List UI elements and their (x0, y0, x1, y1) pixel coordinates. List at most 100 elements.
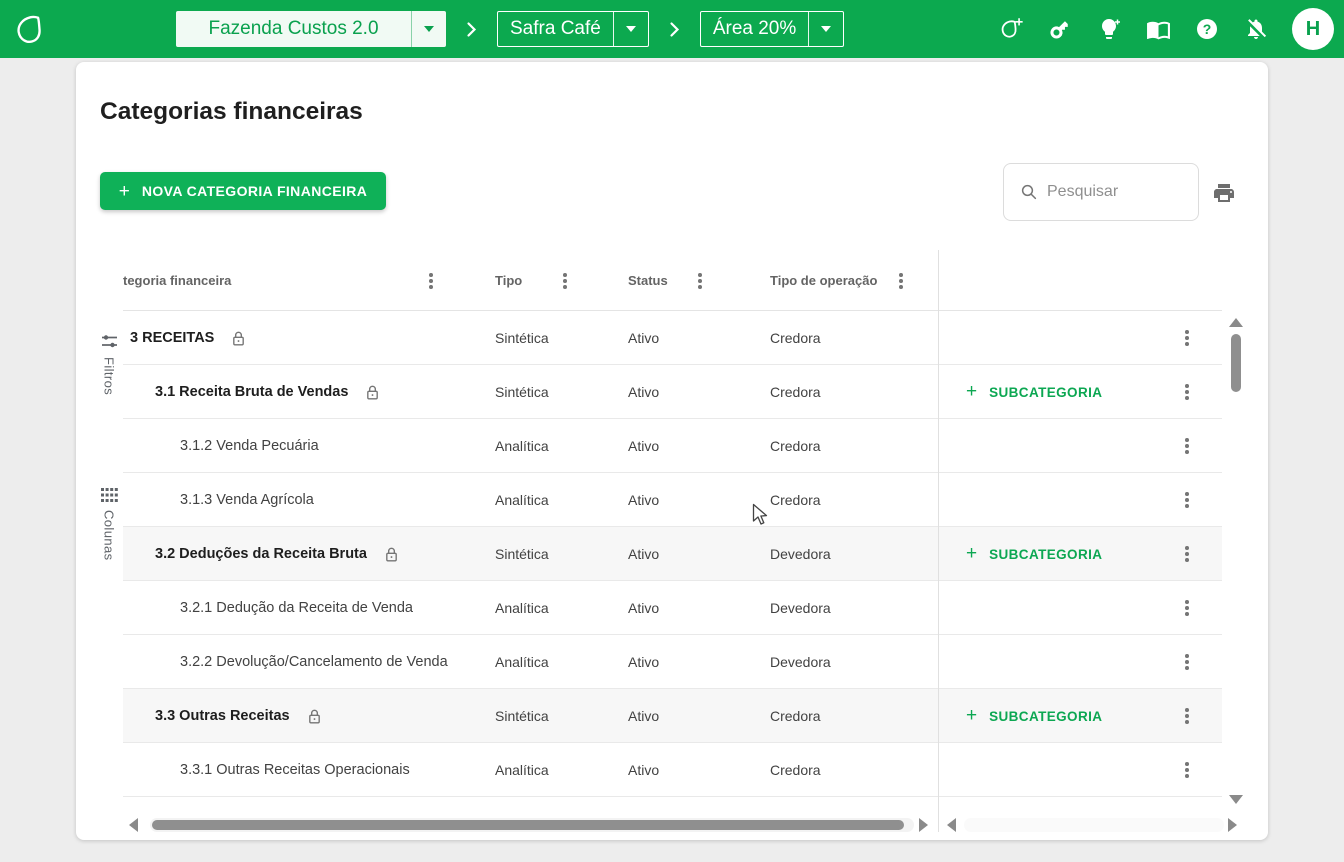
status-value: Ativo (628, 438, 660, 454)
lock-icon (233, 331, 245, 345)
season-selector-label: Safra Café (510, 18, 601, 39)
columns-grid-icon (100, 488, 118, 502)
scroll-right-arrow[interactable] (1228, 818, 1237, 832)
user-avatar[interactable]: H (1292, 8, 1334, 50)
horizontal-scrollbar-thumb[interactable] (152, 820, 904, 830)
operacao-value: Credora (770, 330, 821, 346)
status-cell: Ativo (628, 311, 659, 365)
row-menu-kebab-icon[interactable] (1179, 380, 1195, 404)
row-menu-kebab-icon[interactable] (1179, 542, 1195, 566)
area-selector-label: Área 20% (712, 18, 797, 39)
scroll-down-arrow[interactable] (1229, 795, 1243, 804)
notifications-off-icon[interactable] (1243, 16, 1269, 42)
category-name-cell: 3.1 Receita Bruta de Vendas (155, 365, 380, 419)
book-icon[interactable] (1145, 16, 1171, 42)
add-subcategory-button[interactable]: + SUBCATEGORIA (966, 527, 1102, 581)
row-menu-kebab-icon[interactable] (1179, 758, 1195, 782)
status-cell: Ativo (628, 527, 659, 581)
status-cell: Ativo (628, 689, 659, 743)
operacao-value: Credora (770, 762, 821, 778)
table-row: 3.2 Deduções da Receita Bruta Sintética At… (123, 527, 1222, 581)
aegro-logo[interactable] (14, 14, 44, 44)
printer-icon (1214, 184, 1234, 202)
category-label: 3.3 Outras Receitas (155, 708, 290, 724)
search-input[interactable] (1047, 183, 1167, 201)
category-name-cell: 3.2.1 Dedução da Receita de Venda (180, 581, 413, 635)
scroll-right-arrow[interactable] (919, 818, 928, 832)
tipo-cell: Sintética (495, 527, 549, 581)
operacao-value: Credora (770, 384, 821, 400)
lightbulb-icon[interactable] (1096, 16, 1122, 42)
row-menu-kebab-icon[interactable] (1179, 650, 1195, 674)
column-menu-kebab-icon[interactable] (423, 269, 439, 293)
column-menu-kebab-icon[interactable] (557, 269, 573, 293)
add-account-icon[interactable] (998, 16, 1024, 42)
lock-icon (367, 385, 379, 399)
table-row: 3.1.3 Venda Agrícola Analítica Ativo Credor… (123, 473, 1222, 527)
status-cell: Ativo (628, 419, 659, 473)
row-menu-kebab-icon[interactable] (1179, 488, 1195, 512)
actions-column-divider (938, 250, 939, 832)
scroll-left-arrow[interactable] (947, 818, 956, 832)
add-subcategory-button[interactable]: + SUBCATEGORIA (966, 689, 1102, 743)
operacao-cell: Devedora (770, 527, 831, 581)
filters-rail-toggle[interactable]: Filtros (92, 334, 126, 395)
category-label: 3 RECEITAS (130, 330, 215, 346)
farm-selector-dropdown[interactable]: Fazenda Custos 2.0 (176, 11, 446, 47)
app-header: Fazenda Custos 2.0 Safra Café Área 20% (0, 0, 1344, 58)
area-selector-dropdown[interactable]: Área 20% (699, 11, 845, 47)
table-row: 3.3 Outras Receitas Sintética Ativo Credora… (123, 689, 1222, 743)
tipo-cell: Sintética (495, 365, 549, 419)
add-subcategory-button[interactable]: + SUBCATEGORIA (966, 365, 1102, 419)
columns-rail-toggle[interactable]: Colunas (92, 488, 126, 561)
status-value: Ativo (628, 330, 660, 346)
status-cell: Ativo (628, 635, 659, 689)
status-value: Ativo (628, 492, 660, 508)
row-menu-kebab-icon[interactable] (1179, 434, 1195, 458)
tipo-value: Analítica (495, 600, 549, 616)
tipo-value: Analítica (495, 492, 549, 508)
operacao-value: Credora (770, 708, 821, 724)
column-menu-kebab-icon[interactable] (893, 269, 909, 293)
scroll-up-arrow[interactable] (1229, 318, 1243, 327)
column-header-operacao: Tipo de operação (770, 273, 878, 288)
breadcrumb: Fazenda Custos 2.0 Safra Café Área 20% (176, 11, 845, 47)
status-cell: Ativo (628, 581, 659, 635)
tipo-value: Analítica (495, 438, 549, 454)
scroll-left-arrow[interactable] (129, 818, 138, 832)
appbar-actions: ? H (998, 0, 1334, 58)
table-row: 3 RECEITAS Sintética Ativo Credora (123, 311, 1222, 365)
status-value: Ativo (628, 546, 660, 562)
row-menu-kebab-icon[interactable] (1179, 326, 1195, 350)
category-label: 3.1.3 Venda Agrícola (180, 492, 314, 508)
category-label: 3.1.2 Venda Pecuária (180, 438, 319, 454)
status-value: Ativo (628, 384, 660, 400)
tipo-cell: Sintética (495, 689, 549, 743)
help-icon[interactable]: ? (1194, 16, 1220, 42)
status-cell: Ativo (628, 365, 659, 419)
table-row: 3.3.1 Outras Receitas Operacionais Analít… (123, 743, 1222, 797)
horizontal-scrollbar-track[interactable] (964, 818, 1224, 832)
search-icon (1021, 184, 1037, 200)
category-name-cell: 3.2 Deduções da Receita Bruta (155, 527, 399, 581)
chevron-right-icon (467, 21, 477, 37)
add-subcategory-label: SUBCATEGORIA (989, 546, 1103, 562)
category-name-cell: 3.1.3 Venda Agrícola (180, 473, 314, 527)
columns-rail-label: Colunas (101, 510, 117, 561)
operacao-cell: Credora (770, 743, 821, 797)
new-financial-category-button[interactable]: + NOVA CATEGORIA FINANCEIRA (100, 172, 386, 210)
add-subcategory-label: SUBCATEGORIA (989, 708, 1103, 724)
operacao-cell: Credora (770, 365, 821, 419)
season-selector-dropdown[interactable]: Safra Café (497, 11, 649, 47)
plus-icon: + (118, 180, 130, 202)
filters-rail-label: Filtros (101, 357, 117, 396)
column-menu-kebab-icon[interactable] (692, 269, 708, 293)
tipo-cell: Analítica (495, 473, 549, 527)
vertical-scrollbar-thumb[interactable] (1231, 334, 1241, 392)
row-menu-kebab-icon[interactable] (1179, 596, 1195, 620)
key-icon[interactable] (1047, 16, 1073, 42)
print-button[interactable] (1212, 181, 1236, 205)
plus-icon: + (966, 381, 978, 402)
category-label: 3.2 Deduções da Receita Bruta (155, 546, 367, 562)
row-menu-kebab-icon[interactable] (1179, 704, 1195, 728)
